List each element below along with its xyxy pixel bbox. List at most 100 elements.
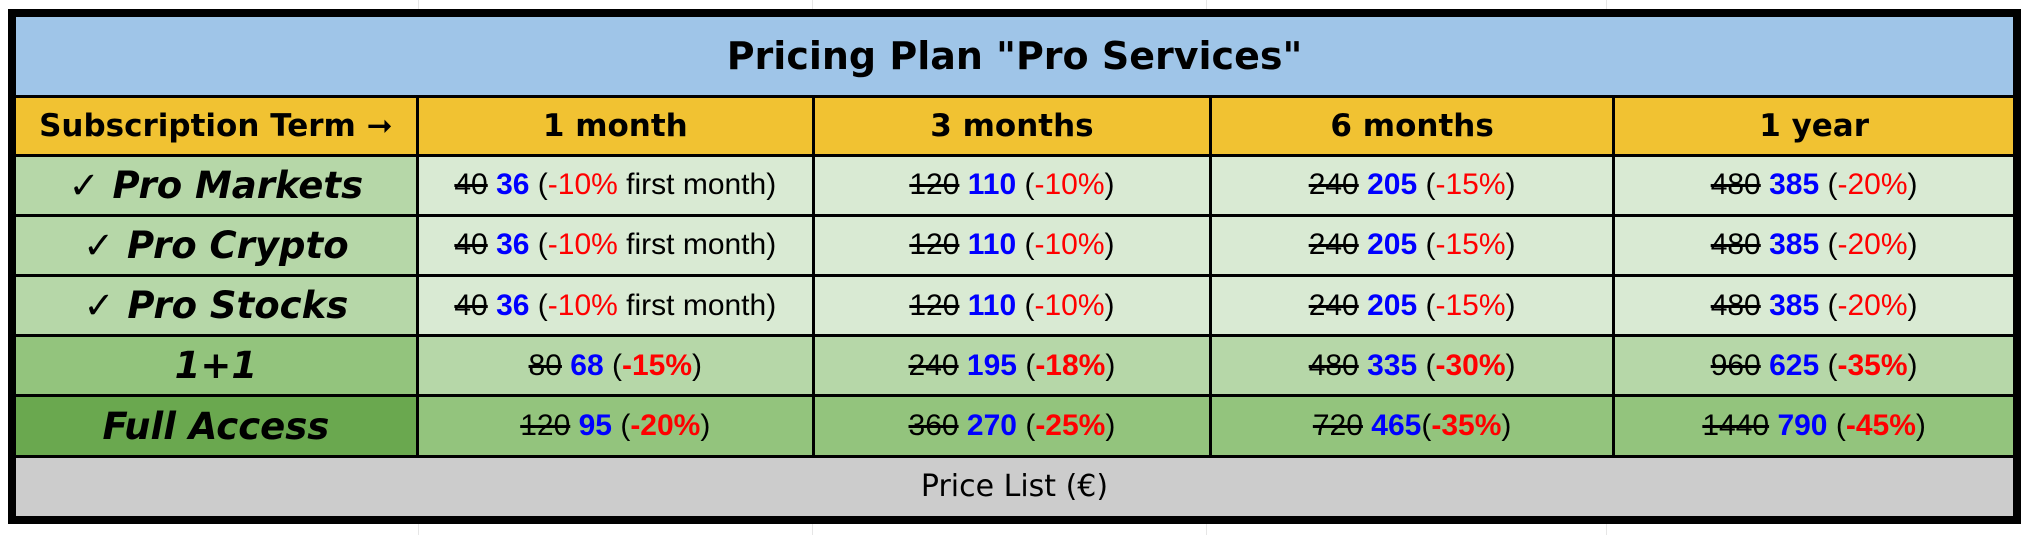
pricing-table: Pricing Plan "Pro Services" Subscription… bbox=[8, 9, 2021, 524]
old-price: 480 bbox=[1308, 348, 1359, 382]
price-cell: 240 205 (-15%) bbox=[1209, 213, 1616, 278]
price-cell: 240 205 (-15%) bbox=[1209, 153, 1616, 217]
old-price: 40 bbox=[454, 288, 488, 322]
discount-percent: -10% bbox=[1034, 228, 1105, 262]
plan-row: ✓ Pro Stocks 40 36 (-10% first month) 120 … bbox=[10, 274, 2019, 338]
paren-close: ) bbox=[766, 288, 777, 322]
paren-close: ) bbox=[1505, 168, 1516, 202]
discount-percent: -15% bbox=[1435, 288, 1506, 322]
old-price: 40 bbox=[454, 168, 488, 202]
new-price: 205 bbox=[1367, 168, 1418, 202]
new-price: 36 bbox=[496, 228, 530, 262]
paren-close: ) bbox=[1907, 228, 1918, 262]
old-price: 120 bbox=[909, 168, 960, 202]
old-price: 120 bbox=[909, 228, 960, 262]
term-header-3-months: 3 months bbox=[811, 95, 1213, 157]
plan-name: ✓ Pro Stocks bbox=[10, 274, 419, 338]
paren-open: ( bbox=[1417, 288, 1436, 322]
price-cell: 480 385 (-20%) bbox=[1612, 153, 2019, 217]
paren-open: ( bbox=[1016, 228, 1035, 262]
new-price: 205 bbox=[1367, 288, 1418, 322]
new-price: 385 bbox=[1769, 288, 1820, 322]
discount-percent: -15% bbox=[1435, 168, 1506, 202]
discount-percent: -25% bbox=[1035, 409, 1106, 443]
price-cell: 720 465(-35%) bbox=[1209, 394, 1616, 458]
paren-close: ) bbox=[1907, 288, 1918, 322]
old-price: 480 bbox=[1710, 168, 1761, 202]
plan-row: 1+1 80 68 (-15%) 240 195 (-18%) 480 335 (-3… bbox=[10, 334, 2019, 398]
table-title: Pricing Plan "Pro Services" bbox=[10, 11, 2019, 99]
price-cell: 240 195 (-18%) bbox=[811, 334, 1213, 398]
discount-percent: -35% bbox=[1837, 348, 1908, 382]
paren-close: ) bbox=[1505, 288, 1516, 322]
paren-open: ( bbox=[1421, 409, 1432, 443]
discount-percent: -15% bbox=[621, 348, 693, 382]
new-price: 625 bbox=[1769, 348, 1820, 382]
old-price: 240 bbox=[1308, 168, 1359, 202]
price-cell: 120 110 (-10%) bbox=[811, 153, 1213, 217]
price-cell: 40 36 (-10% first month) bbox=[415, 153, 815, 217]
discount-percent: -10% bbox=[1034, 168, 1105, 202]
plan-row: ✓ Pro Markets 40 36 (-10% first month) 120… bbox=[10, 153, 2019, 217]
paren-close: ) bbox=[1104, 228, 1115, 262]
paren-open: ( bbox=[1819, 288, 1838, 322]
price-cell: 120 110 (-10%) bbox=[811, 213, 1213, 278]
discount-percent: -45% bbox=[1845, 409, 1916, 443]
paren-close: ) bbox=[1907, 168, 1918, 202]
paren-close: ) bbox=[1105, 348, 1116, 382]
paren-open: ( bbox=[611, 409, 631, 443]
price-cell: 480 385 (-20%) bbox=[1612, 213, 2019, 278]
old-price: 360 bbox=[908, 409, 959, 443]
new-price: 385 bbox=[1769, 168, 1820, 202]
old-price: 80 bbox=[528, 348, 562, 382]
new-price: 465 bbox=[1371, 409, 1422, 443]
new-price: 335 bbox=[1367, 348, 1418, 382]
plan-name: Full Access bbox=[10, 394, 419, 458]
price-cell: 40 36 (-10% first month) bbox=[415, 274, 815, 338]
new-price: 36 bbox=[496, 288, 530, 322]
paren-open: ( bbox=[1819, 168, 1838, 202]
discount-percent: -10% bbox=[547, 288, 618, 322]
paren-open: ( bbox=[529, 168, 548, 202]
paren-close: ) bbox=[1505, 348, 1516, 382]
paren-open: ( bbox=[529, 228, 548, 262]
paren-close: ) bbox=[766, 228, 777, 262]
discount-percent: -20% bbox=[1837, 168, 1908, 202]
new-price: 270 bbox=[966, 409, 1017, 443]
term-header-1-year: 1 year bbox=[1612, 95, 2019, 157]
paren-open: ( bbox=[603, 348, 622, 382]
new-price: 110 bbox=[967, 288, 1017, 322]
new-price: 195 bbox=[966, 348, 1017, 382]
price-cell: 80 68 (-15%) bbox=[415, 334, 815, 398]
discount-percent: -20% bbox=[630, 409, 701, 443]
price-cell: 240 205 (-15%) bbox=[1209, 274, 1616, 338]
paren-open: ( bbox=[1417, 228, 1436, 262]
new-price: 110 bbox=[967, 228, 1017, 262]
discount-percent: -10% bbox=[1034, 288, 1105, 322]
paren-close: ) bbox=[1915, 409, 1926, 443]
price-cell: 360 270 (-25%) bbox=[811, 394, 1213, 458]
paren-close: ) bbox=[1105, 409, 1116, 443]
price-cell: 480 385 (-20%) bbox=[1612, 274, 2019, 338]
paren-open: ( bbox=[1827, 409, 1846, 443]
term-header-1-month: 1 month bbox=[415, 95, 815, 157]
paren-close: ) bbox=[692, 348, 703, 382]
paren-close: ) bbox=[766, 168, 777, 202]
discount-percent: -35% bbox=[1431, 409, 1502, 443]
old-price: 960 bbox=[1710, 348, 1761, 382]
discount-percent: -10% bbox=[547, 228, 618, 262]
old-price: 720 bbox=[1312, 409, 1363, 443]
plan-row: ✓ Pro Crypto 40 36 (-10% first month) 120 … bbox=[10, 213, 2019, 278]
discount-percent: -18% bbox=[1035, 348, 1106, 382]
old-price: 240 bbox=[1308, 288, 1359, 322]
new-price: 790 bbox=[1777, 409, 1828, 443]
old-price: 40 bbox=[454, 228, 488, 262]
term-header-6-months: 6 months bbox=[1209, 95, 1616, 157]
paren-open: ( bbox=[1016, 409, 1036, 443]
old-price: 240 bbox=[1308, 228, 1359, 262]
new-price: 385 bbox=[1769, 228, 1820, 262]
discount-percent: -30% bbox=[1435, 348, 1506, 382]
discount-percent: -10% bbox=[547, 168, 618, 202]
subscription-term-header: Subscription Term ➞ bbox=[10, 95, 419, 157]
paren-open: ( bbox=[1417, 168, 1436, 202]
